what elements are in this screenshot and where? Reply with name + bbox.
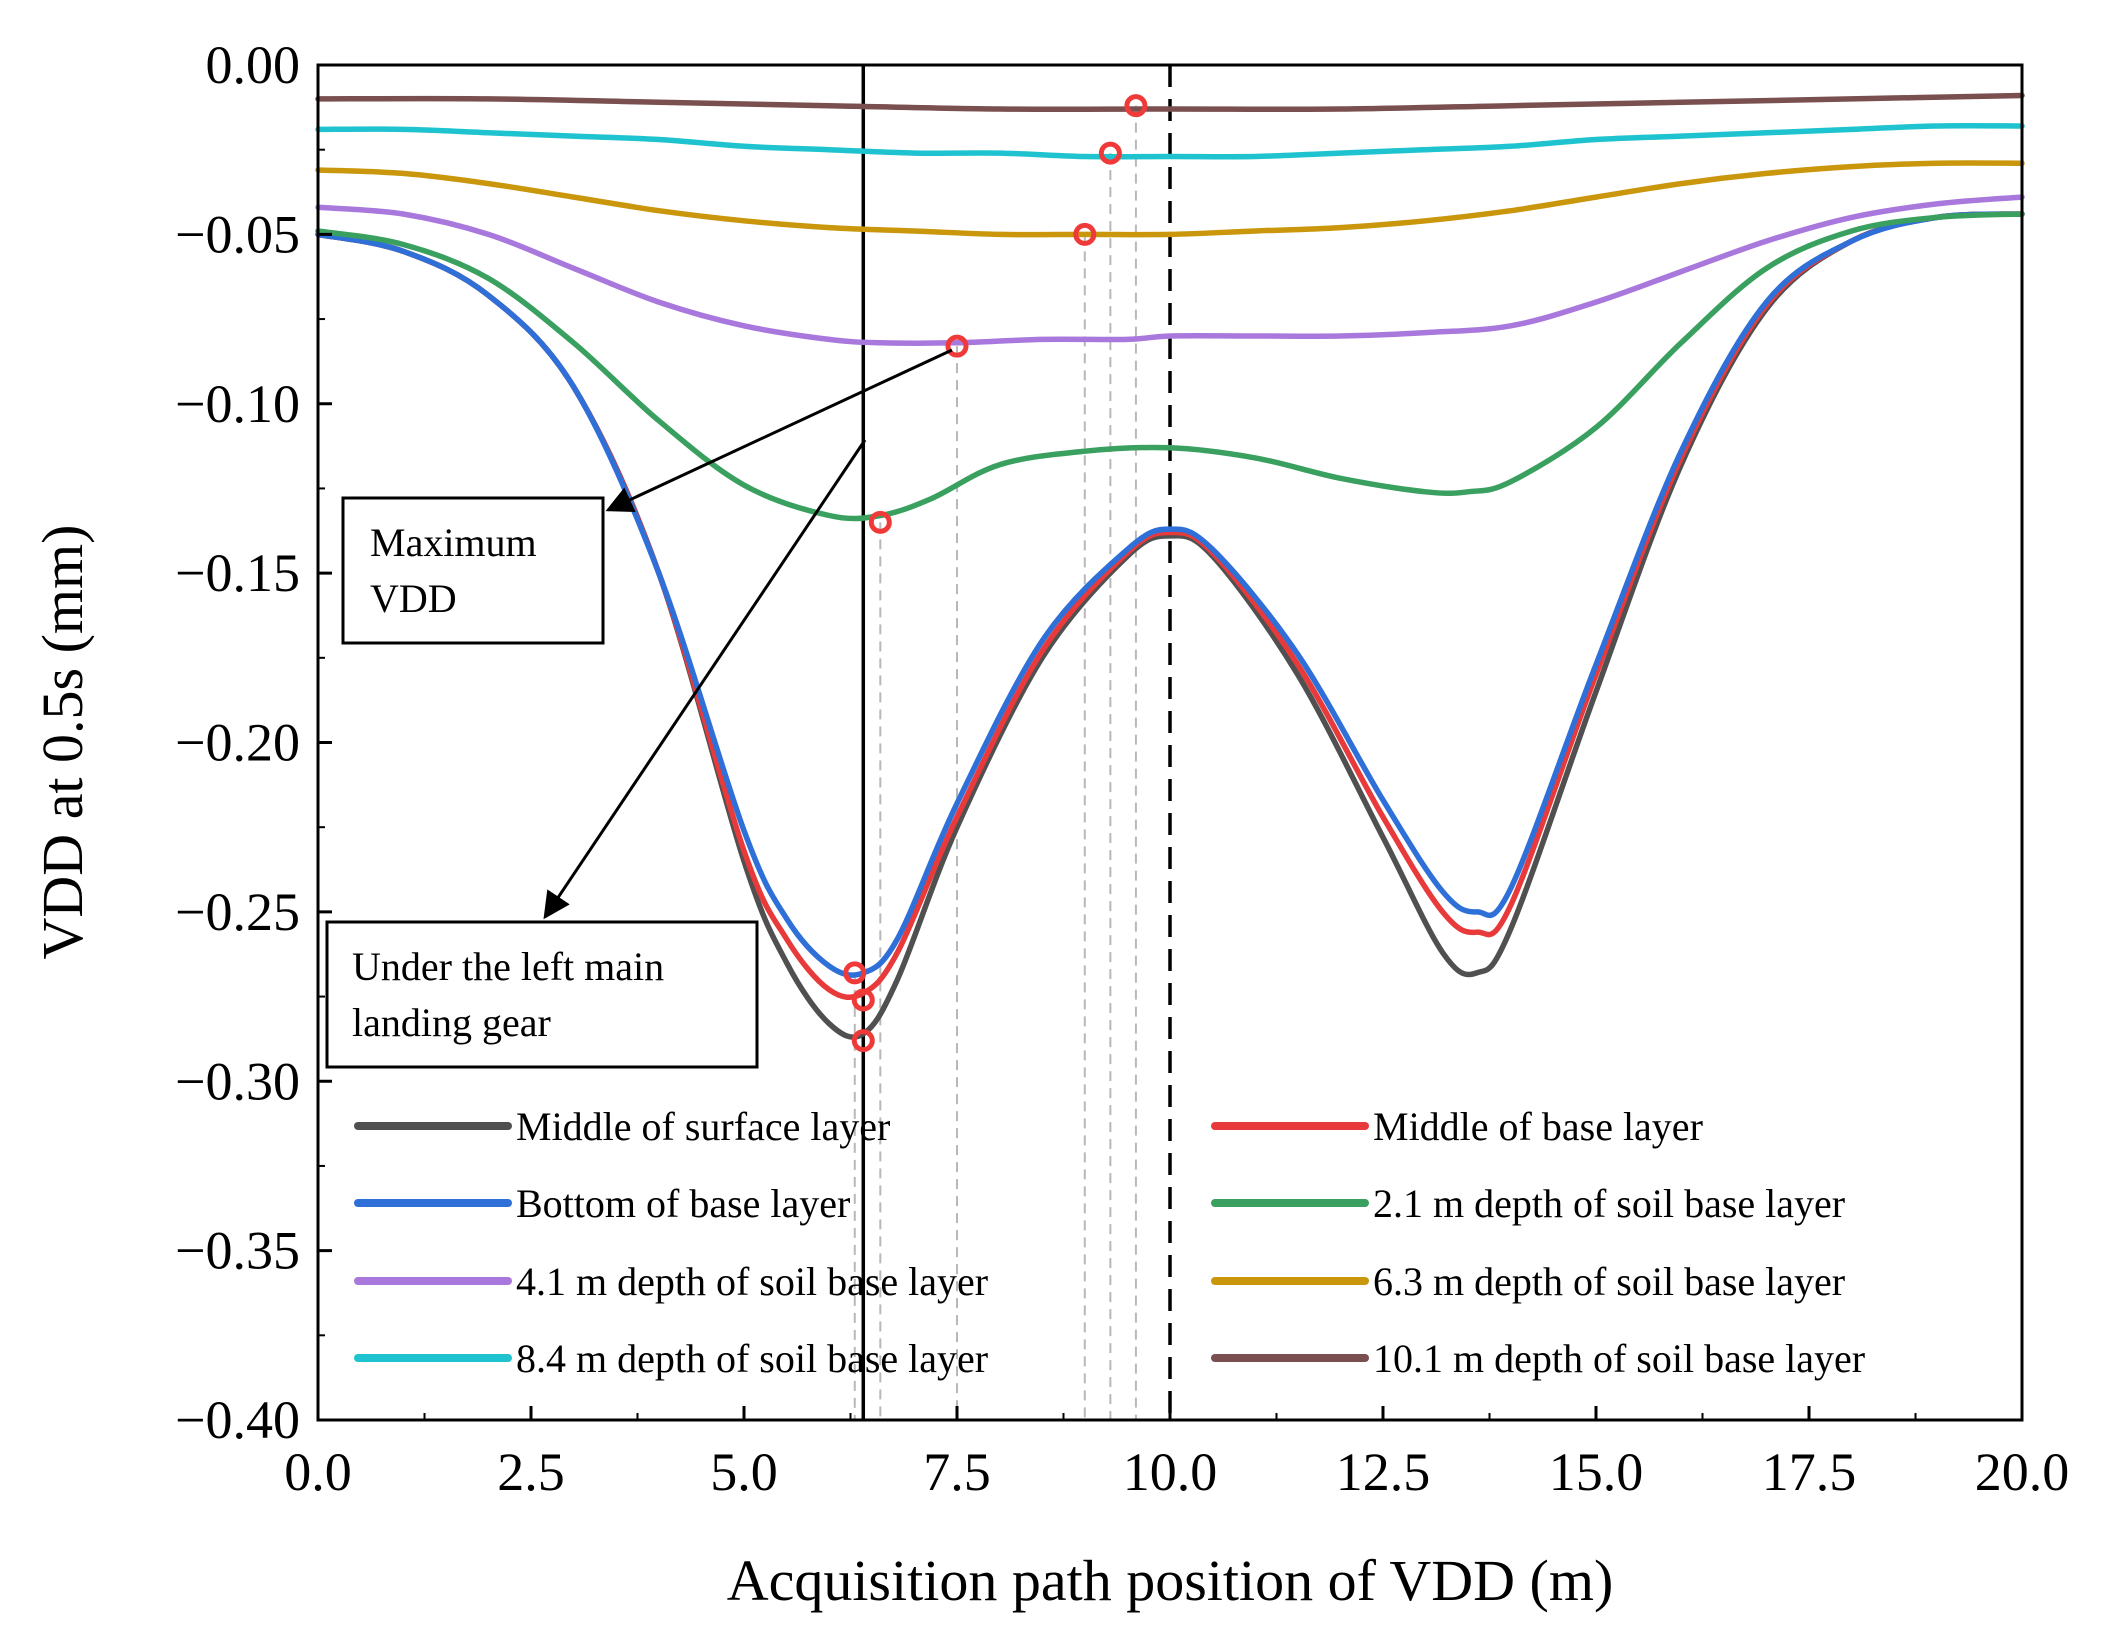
legend-item-4-1-m-depth-of-soil-base-layer: 4.1 m depth of soil base layer <box>354 1259 988 1304</box>
x-tick-label: 5.0 <box>710 1442 778 1502</box>
x-tick-label: 2.5 <box>497 1442 565 1502</box>
y-tick-label: 0.00 <box>206 35 301 95</box>
legend-item-6-3-m-depth-of-soil-base-layer: 6.3 m depth of soil base layer <box>1211 1259 1845 1304</box>
axes: 0.0 2.5 5.0 7.5 10.0 12.5 15.0 17.5 20.0 0.00 −0.0… <box>175 35 2069 1502</box>
annotation-maximum-vdd-box <box>341 496 605 645</box>
annotation-maximum-vdd-line2: VDD <box>370 576 457 621</box>
max-marker-4-1-m-depth-of-soil-base-layer <box>945 334 969 358</box>
x-tick-label: 0.0 <box>284 1442 352 1502</box>
legend: Middle of surface layer Middle of base la… <box>354 1104 1865 1381</box>
y-tick-label: −0.40 <box>175 1390 300 1450</box>
series-line-10-1-m-depth-of-soil-base-layer <box>315 92 2025 113</box>
reference-lines <box>853 65 1172 1420</box>
max-marker-8-4-m-depth-of-soil-base-layer <box>1098 141 1122 165</box>
annotation-landing-gear-line1: Under the left main <box>352 944 664 989</box>
y-tick-label: −0.10 <box>175 374 300 434</box>
annotation-landing-gear-line2: landing gear <box>352 1000 551 1045</box>
max-marker-middle-of-base-layer <box>851 988 875 1012</box>
series-line-4-1-m-depth-of-soil-base-layer <box>315 194 2025 346</box>
y-tick-label: −0.05 <box>175 204 300 264</box>
legend-label: 10.1 m depth of soil base layer <box>1373 1336 1865 1381</box>
legend-label: Bottom of base layer <box>516 1181 850 1226</box>
series-lines <box>315 92 2025 1040</box>
max-marker-10-1-m-depth-of-soil-base-layer <box>1124 94 1148 118</box>
y-tick-label: −0.35 <box>175 1221 300 1281</box>
x-tick-label: 17.5 <box>1762 1442 1857 1502</box>
series-line-8-4-m-depth-of-soil-base-layer <box>315 122 2025 160</box>
x-tick-label: 20.0 <box>1975 1442 2070 1502</box>
legend-label: 8.4 m depth of soil base layer <box>516 1336 988 1381</box>
x-axis-title: Acquisition path position of VDD (m) <box>727 1548 1614 1613</box>
max-marker-6-3-m-depth-of-soil-base-layer <box>1073 222 1097 246</box>
max-marker-bottom-of-base-layer <box>843 961 867 985</box>
legend-item-8-4-m-depth-of-soil-base-layer: 8.4 m depth of soil base layer <box>354 1336 988 1381</box>
x-tick-label: 7.5 <box>923 1442 991 1502</box>
y-tick-label: −0.25 <box>175 882 300 942</box>
annotation-landing-gear-box <box>325 920 759 1069</box>
annotation-maximum-vdd-arrow <box>605 348 953 512</box>
legend-label: 4.1 m depth of soil base layer <box>516 1259 988 1304</box>
max-marker-middle-of-surface-layer <box>851 1029 875 1053</box>
legend-label: Middle of surface layer <box>516 1104 890 1149</box>
series-line-2-1-m-depth-of-soil-base-layer <box>315 211 2025 522</box>
y-axis-title: VDD at 0.5s (mm) <box>30 525 95 960</box>
legend-label: 2.1 m depth of soil base layer <box>1373 1181 1845 1226</box>
y-tick-label: −0.20 <box>175 713 300 773</box>
annotation-maximum-vdd-line1: Maximum <box>370 520 537 565</box>
x-tick-label: 12.5 <box>1336 1442 1431 1502</box>
annotation-landing-gear-arrow <box>543 439 867 920</box>
legend-item-bottom-of-base-layer: Bottom of base layer <box>354 1181 850 1226</box>
x-tick-label: 15.0 <box>1549 1442 1644 1502</box>
series-line-bottom-of-base-layer <box>315 211 2025 978</box>
x-tick-label: 10.0 <box>1123 1442 1218 1502</box>
max-marker-2-1-m-depth-of-soil-base-layer <box>868 510 892 534</box>
y-tick-label: −0.15 <box>175 543 300 603</box>
legend-item-middle-of-base-layer: Middle of base layer <box>1211 1104 1703 1149</box>
annotation-maximum-vdd: Maximum VDD <box>341 348 953 645</box>
legend-item-2-1-m-depth-of-soil-base-layer: 2.1 m depth of soil base layer <box>1211 1181 1845 1226</box>
legend-label: 6.3 m depth of soil base layer <box>1373 1259 1845 1304</box>
legend-item-10-1-m-depth-of-soil-base-layer: 10.1 m depth of soil base layer <box>1211 1336 1865 1381</box>
legend-label: Middle of base layer <box>1373 1104 1703 1149</box>
legend-item-middle-of-surface-layer: Middle of surface layer <box>354 1104 890 1149</box>
series-line-6-3-m-depth-of-soil-base-layer <box>315 160 2025 238</box>
max-markers <box>843 94 1148 1053</box>
y-tick-label: −0.30 <box>175 1051 300 1111</box>
annotation-landing-gear: Under the left main landing gear <box>325 439 867 1069</box>
